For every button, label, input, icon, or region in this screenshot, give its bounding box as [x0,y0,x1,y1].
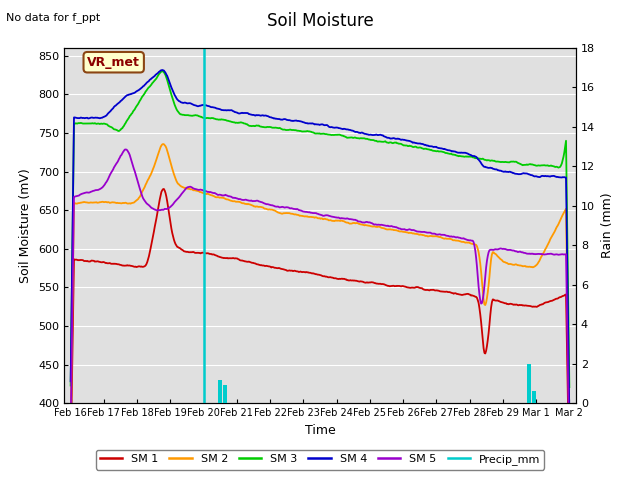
Y-axis label: Soil Moisture (mV): Soil Moisture (mV) [19,168,33,283]
Y-axis label: Rain (mm): Rain (mm) [600,193,614,258]
Bar [223,385,227,403]
X-axis label: Time: Time [305,424,335,437]
Text: No data for f_ppt: No data for f_ppt [6,12,100,23]
Legend: SM 1, SM 2, SM 3, SM 4, SM 5, Precip_mm: SM 1, SM 2, SM 3, SM 4, SM 5, Precip_mm [95,450,545,469]
Text: Soil Moisture: Soil Moisture [267,12,373,30]
Bar [532,391,536,403]
Text: VR_met: VR_met [87,56,140,69]
Bar [527,364,531,403]
Bar [218,380,222,403]
